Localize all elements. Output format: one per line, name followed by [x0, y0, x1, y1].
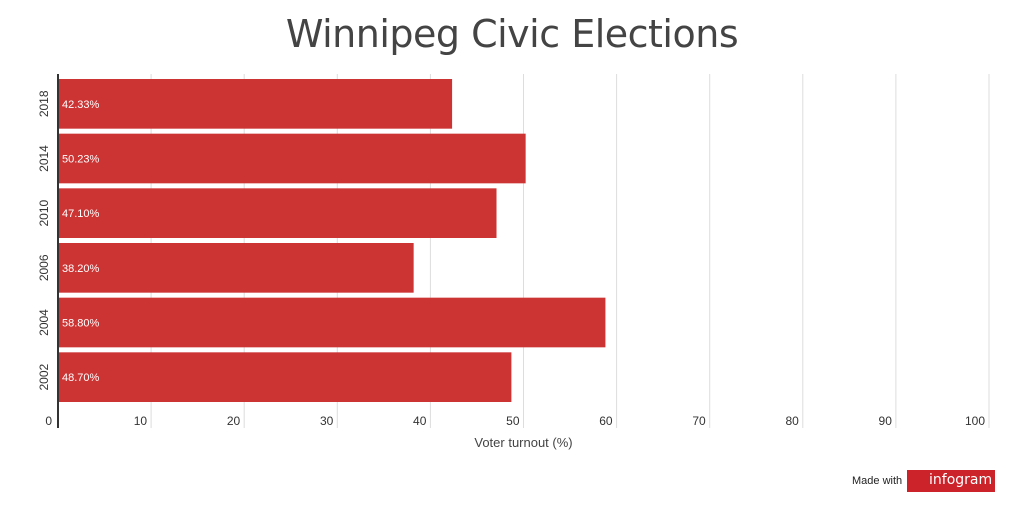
x-tick-label-20: 20 — [227, 414, 241, 428]
x-tick-label-10: 10 — [134, 414, 148, 428]
y-tick-label-2014: 2014 — [37, 145, 51, 172]
y-tick-label-2004: 2004 — [37, 309, 51, 336]
x-tick-label-50: 50 — [506, 414, 520, 428]
bar-2004 — [58, 297, 606, 348]
bar-2018 — [58, 79, 453, 129]
x-tick-label-30: 30 — [320, 414, 334, 428]
bar-2002 — [58, 352, 512, 402]
x-tick-label-70: 70 — [692, 414, 706, 428]
infogram-logo: infogram — [929, 472, 993, 488]
data-label-2014: 50.23% — [62, 154, 100, 166]
data-label-2004: 58.80% — [62, 318, 100, 330]
x-tick-label-100: 100 — [965, 414, 985, 428]
bar-2006 — [58, 243, 414, 293]
y-tick-label-2018: 2018 — [37, 90, 51, 117]
chart-title: Winnipeg Civic Elections — [285, 12, 739, 56]
x-tick-label-90: 90 — [879, 414, 893, 428]
x-tick-label-0: 0 — [45, 414, 52, 428]
bar-2010 — [58, 188, 497, 238]
x-tick-label-40: 40 — [413, 414, 427, 428]
credit-text: Made with — [852, 475, 903, 487]
y-tick-label-2010: 2010 — [37, 199, 51, 226]
y-tick-label-2002: 2002 — [37, 363, 51, 390]
x-tick-label-80: 80 — [785, 414, 799, 428]
bar-2014 — [58, 133, 526, 184]
x-axis-title: Voter turnout (%) — [474, 435, 572, 450]
data-label-2006: 38.20% — [62, 263, 100, 275]
data-label-2018: 42.33% — [62, 99, 100, 111]
data-label-2010: 47.10% — [62, 208, 100, 220]
data-label-2002: 48.70% — [62, 372, 100, 384]
y-tick-label-2006: 2006 — [37, 254, 51, 281]
x-tick-label-60: 60 — [599, 414, 613, 428]
infogram-badge — [907, 470, 995, 492]
